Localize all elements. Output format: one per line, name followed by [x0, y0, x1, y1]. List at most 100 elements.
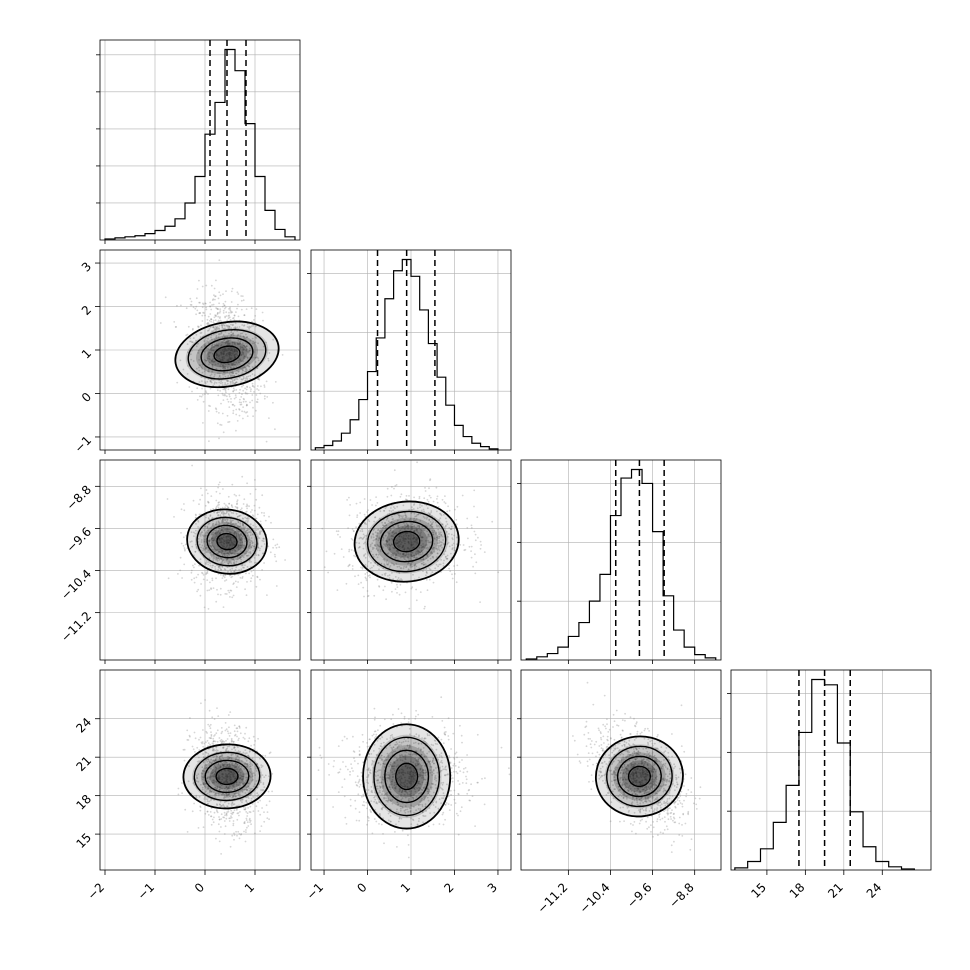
scatter-point	[245, 400, 247, 403]
scatter-point	[231, 333, 234, 336]
scatter-point	[206, 322, 208, 325]
scatter-point	[358, 786, 361, 788]
scatter-point	[274, 381, 277, 383]
scatter-point	[190, 340, 192, 343]
scatter-point	[240, 308, 243, 311]
scatter-point	[211, 299, 214, 301]
scatter-point	[235, 727, 238, 730]
scatter-point	[224, 354, 227, 357]
scatter-point	[204, 302, 207, 305]
scatter-point	[227, 347, 230, 350]
scatter-point	[407, 856, 410, 859]
scatter-point	[205, 359, 207, 362]
scatter-point	[226, 352, 228, 355]
scatter-point	[246, 815, 249, 817]
scatter-point	[235, 429, 237, 432]
scatter-point	[399, 495, 402, 498]
scatter-point	[207, 322, 210, 324]
scatter-point	[352, 530, 355, 533]
scatter-point	[257, 357, 259, 359]
scatter-point	[228, 393, 231, 396]
scatter-point	[242, 384, 245, 387]
scatter-point	[479, 601, 481, 603]
scatter-point	[423, 607, 426, 610]
scatter-point	[195, 297, 198, 300]
scatter-point	[259, 392, 262, 395]
scatter-point	[230, 334, 233, 337]
scatter-point	[343, 735, 346, 738]
scatter-point	[256, 385, 259, 387]
scatter-point	[239, 398, 241, 401]
scatter-point	[229, 351, 231, 354]
scatter-point	[215, 809, 218, 811]
scatter-point	[255, 394, 258, 396]
scatter-point	[251, 574, 254, 577]
scatter-point	[357, 583, 360, 585]
scatter-point	[245, 726, 248, 729]
scatter-point	[223, 833, 226, 835]
scatter-point	[236, 350, 239, 353]
scatter-point	[242, 378, 245, 380]
scatter-point	[226, 359, 229, 361]
scatter-point	[246, 507, 249, 510]
scatter-point	[186, 831, 189, 833]
scatter-point	[212, 740, 215, 743]
scatter-point	[244, 368, 247, 371]
scatter-point	[238, 725, 241, 728]
scatter-point	[473, 489, 476, 492]
scatter-point	[190, 358, 193, 361]
scatter-point	[189, 337, 192, 340]
scatter-point	[198, 279, 200, 282]
scatter-point	[265, 440, 268, 443]
scatter-point	[253, 341, 256, 344]
scatter-point	[159, 322, 162, 324]
scatter-point	[228, 420, 231, 423]
scatter-point	[246, 403, 248, 406]
scatter-point	[348, 514, 351, 517]
scatter-point	[221, 356, 224, 359]
scatter-point	[348, 548, 351, 551]
scatter-point	[206, 739, 209, 742]
scatter-point	[361, 733, 364, 736]
scatter-point	[222, 366, 225, 368]
scatter-point	[198, 503, 200, 506]
scatter-point	[384, 585, 386, 588]
scatter-point	[245, 356, 248, 358]
scatter-point	[201, 314, 204, 317]
scatter-point	[196, 367, 198, 370]
scatter-point	[391, 486, 393, 488]
scatter-point	[343, 795, 346, 798]
scatter-point	[419, 591, 422, 593]
scatter-point	[196, 399, 199, 401]
scatter-point	[202, 311, 205, 314]
scatter-point	[208, 361, 211, 364]
scatter-point	[264, 754, 267, 757]
scatter-point	[251, 509, 253, 511]
scatter-point	[390, 494, 393, 497]
scatter-point	[383, 842, 385, 845]
scatter-point	[400, 712, 403, 715]
scatter-point	[191, 390, 193, 393]
scatter-point	[358, 811, 361, 813]
scatter-point	[238, 408, 241, 410]
scatter-point	[221, 367, 224, 370]
scatter-point	[427, 825, 430, 828]
scatter-point	[386, 495, 389, 498]
scatter-point	[245, 572, 247, 575]
scatter-point	[231, 372, 234, 374]
scatter-point	[184, 543, 187, 546]
scatter-point	[238, 414, 241, 417]
scatter-point	[229, 380, 232, 383]
scatter-point	[177, 793, 180, 796]
scatter-point	[240, 401, 243, 404]
scatter-point	[234, 356, 237, 359]
scatter-point	[228, 395, 231, 398]
scatter-point	[246, 364, 249, 367]
scatter-point	[218, 830, 221, 833]
scatter-point	[233, 838, 235, 841]
scatter-point	[233, 361, 236, 363]
scatter-point	[224, 365, 227, 368]
scatter-point	[201, 387, 204, 390]
scatter-point	[470, 527, 473, 529]
scatter-point	[224, 394, 226, 397]
